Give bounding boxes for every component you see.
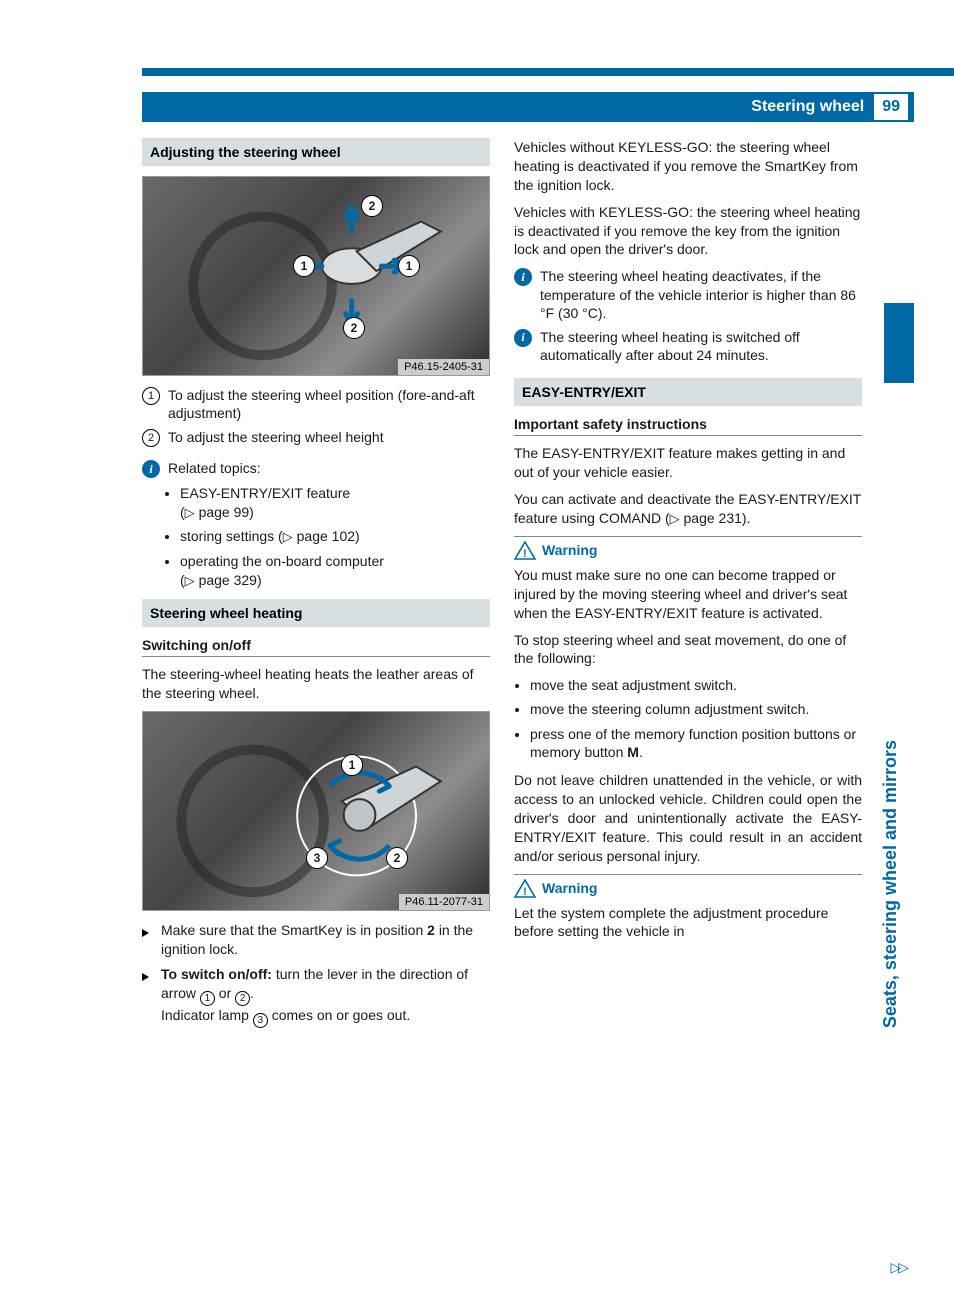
figure-steering-adjust: 1 1 2 2 P46.15-2405-31 (142, 176, 490, 376)
warning-label: Warning (542, 542, 597, 558)
paragraph: To stop steering wheel and seat movement… (514, 631, 862, 669)
header-bar: Steering wheel 99 (142, 92, 914, 122)
paragraph: You must make sure no one can become tra… (514, 566, 862, 623)
list-item: storing settings (▷ page 102) (180, 527, 490, 546)
info-icon: i (514, 329, 532, 347)
def-row: 2 To adjust the steering wheel height (142, 428, 490, 447)
list-item: operating the on-board computer(▷ page 3… (180, 552, 490, 589)
top-band (142, 68, 954, 76)
def-text: To adjust the steering wheel position (f… (168, 386, 490, 422)
def-text: To adjust the steering wheel height (168, 428, 384, 447)
circled-2-icon: 2 (142, 429, 160, 447)
callout-2: 2 (361, 195, 383, 217)
warning-heading: ! Warning (514, 874, 862, 898)
circled-2-icon: 2 (235, 991, 250, 1006)
circled-1-icon: 1 (142, 387, 160, 405)
diagram-svg (143, 177, 489, 375)
figure-image: 1 2 3 P46.11-2077-31 (142, 711, 490, 911)
warning-icon: ! (514, 541, 536, 560)
step-marker-icon (142, 924, 153, 959)
callout-1: 1 (293, 255, 315, 277)
warning-bullet-list: move the seat adjustment switch. move th… (516, 676, 862, 761)
step-row: Make sure that the SmartKey is in positi… (142, 921, 490, 959)
definition-list: 1 To adjust the steering wheel position … (142, 386, 490, 447)
paragraph: The steering-wheel heating heats the lea… (142, 665, 490, 703)
subsection-switching: Switching on/off (142, 637, 490, 657)
subsection-safety: Important safety instructions (514, 416, 862, 436)
step-marker-icon (142, 968, 153, 1028)
diagram-svg (143, 712, 489, 910)
list-item: press one of the memory function positio… (530, 725, 862, 761)
section-heading-easy: EASY-ENTRY/EXIT (514, 378, 862, 406)
list-item: move the steering column adjustment swit… (530, 700, 862, 718)
info-text: The steering wheel heating deactivates, … (540, 267, 862, 322)
paragraph: The EASY-ENTRY/EXIT feature makes gettin… (514, 444, 862, 482)
figure-caption: P46.11-2077-31 (399, 894, 489, 910)
info-label: Related topics: (168, 459, 261, 478)
paragraph: Vehicles without KEYLESS-GO: the steerin… (514, 138, 862, 195)
info-row: i Related topics: (142, 459, 490, 478)
def-row: 1 To adjust the steering wheel position … (142, 386, 490, 422)
step-text: To switch on/off: turn the lever in the … (161, 965, 490, 1028)
left-column: Adjusting the steering wheel 1 1 (142, 138, 490, 1034)
svg-text:!: ! (523, 886, 527, 898)
list-item: move the seat adjustment switch. (530, 676, 862, 694)
step-text: Make sure that the SmartKey is in positi… (161, 921, 490, 959)
right-column: Vehicles without KEYLESS-GO: the steerin… (514, 138, 862, 1034)
page: Steering wheel 99 Seats, steering wheel … (0, 0, 954, 1294)
circled-1-icon: 1 (200, 991, 215, 1006)
warning-icon: ! (514, 879, 536, 898)
figure-caption: P46.15-2405-31 (398, 359, 489, 375)
info-text: The steering wheel heating is switched o… (540, 328, 862, 364)
paragraph: Vehicles with KEYLESS-GO: the steering w… (514, 203, 862, 260)
svg-text:!: ! (523, 548, 527, 560)
info-icon: i (142, 460, 160, 478)
related-topics-list: EASY-ENTRY/EXIT feature(▷ page 99) stori… (166, 484, 490, 589)
section-heading-adjusting: Adjusting the steering wheel (142, 138, 490, 166)
callout-1b: 1 (398, 255, 420, 277)
info-row: i The steering wheel heating is switched… (514, 328, 862, 364)
paragraph: Let the system complete the adjustment p… (514, 904, 862, 942)
paragraph: You can activate and deactivate the EASY… (514, 490, 862, 528)
paragraph: Do not leave children unattended in the … (514, 771, 862, 865)
circled-3-icon: 3 (253, 1013, 268, 1028)
callout-2b: 2 (343, 317, 365, 339)
continue-marker-icon: ▷▷ (890, 1259, 906, 1276)
warning-label: Warning (542, 880, 597, 896)
header-title: Steering wheel (751, 98, 864, 116)
list-item: EASY-ENTRY/EXIT feature(▷ page 99) (180, 484, 490, 521)
side-section-label: Seats, steering wheel and mirrors (880, 740, 901, 1028)
section-heading-heating: Steering wheel heating (142, 599, 490, 627)
warning-heading: ! Warning (514, 536, 862, 560)
info-row: i The steering wheel heating deactivates… (514, 267, 862, 322)
side-tab (884, 303, 914, 383)
figure-steering-heating: 1 2 3 P46.11-2077-31 (142, 711, 490, 911)
content: Adjusting the steering wheel 1 1 (142, 138, 862, 1034)
page-number: 99 (874, 94, 908, 120)
step-row: To switch on/off: turn the lever in the … (142, 965, 490, 1028)
figure-image: 1 1 2 2 P46.15-2405-31 (142, 176, 490, 376)
info-icon: i (514, 268, 532, 286)
